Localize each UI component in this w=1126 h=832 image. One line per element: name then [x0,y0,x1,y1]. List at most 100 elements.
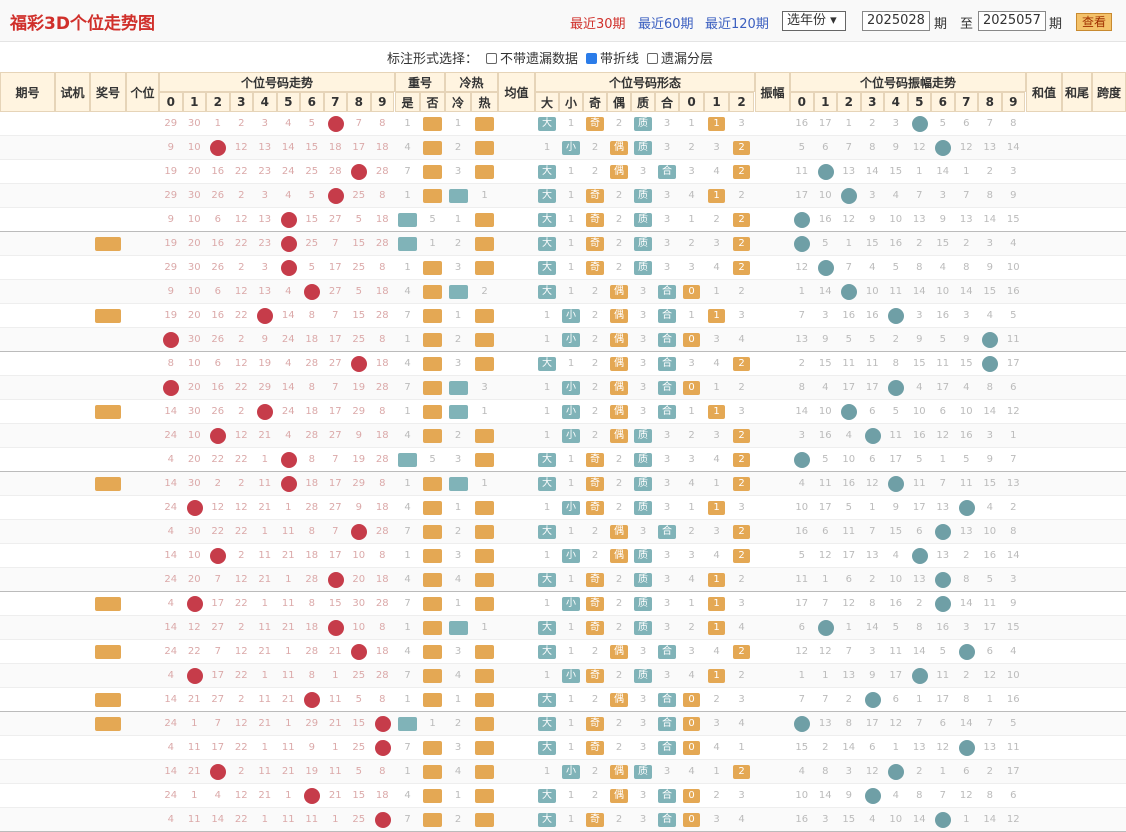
form-prime: 质 [634,573,652,587]
repeat-yes [398,717,417,731]
missing-count: 7 [332,526,339,537]
amp-missing: 12 [936,430,950,441]
prize-cell [90,352,126,375]
missing-count: 13 [258,214,272,225]
hot-miss: 2 [481,286,488,297]
missing-count: 15 [305,214,319,225]
trend-ball [280,476,297,492]
avg-cell [498,352,535,375]
tail-cell [1062,712,1092,735]
missing-count: 22 [234,526,248,537]
missing-count: 28 [375,166,389,177]
missing-count: 12 [234,502,248,513]
col-header-r2: 2 [729,92,754,112]
amp-missing: 13 [912,574,926,585]
amp-missing: 17 [842,550,856,561]
missing-count: 18 [328,142,342,153]
missing-count: 29 [305,718,319,729]
amp-ball [794,212,810,228]
missing-count: 21 [258,574,272,585]
table-row [0,712,1126,736]
from-issue-input[interactable]: 2025028 [862,11,930,31]
table-row [0,352,1126,376]
hot-mark [475,357,494,371]
missing-count: 16 [211,238,225,249]
amp-missing: 16 [842,310,856,321]
amp-ball [982,356,998,372]
amp-cell [755,352,790,375]
r012-miss: 1 [688,406,695,417]
amp-missing: 17 [795,598,809,609]
form-even: 偶 [610,693,628,707]
amp-missing: 16 [912,430,926,441]
amp-ball [958,500,975,516]
missing-count: 1 [191,718,198,729]
r012-miss: 4 [738,718,745,729]
unit-cell [126,400,159,423]
period-60-link[interactable]: 最近60期 [638,17,694,32]
form-big: 大 [538,285,556,299]
amp-ball [794,452,810,468]
form-miss: 1 [567,190,575,201]
year-select[interactable]: 选年份 ▾ [782,11,846,31]
to-issue-input[interactable]: 2025057 [978,11,1046,31]
amp-missing: 15 [912,358,926,369]
avg-cell [498,208,535,231]
repeat-no [423,261,442,275]
r012-mark: 2 [733,525,750,539]
amp-missing: 4 [822,382,829,393]
to-label: 至 [960,17,974,32]
missing-count: 8 [379,622,386,633]
missing-count: 19 [164,166,178,177]
missing-count: 18 [305,550,319,561]
hot-mark [475,429,494,443]
missing-count: 15 [328,598,342,609]
checkbox-polyline[interactable] [586,53,598,64]
missing-count: 9 [167,286,174,297]
missing-count: 9 [167,142,174,153]
r012-mark: 1 [708,597,725,611]
issue-cell [0,472,55,495]
form-prime: 质 [634,237,652,251]
avg-cell [498,304,535,327]
trend-ball [280,236,297,252]
form-miss: 1 [567,454,575,465]
form-comp: 合 [658,813,676,827]
period-30-link[interactable]: 最近30期 [570,17,626,32]
amp-missing: 11 [889,430,903,441]
checkbox-no-missing[interactable] [486,53,498,64]
amp-missing: 16 [1006,694,1020,705]
amp-missing: 8 [869,598,876,609]
checkbox-layered[interactable] [647,53,659,64]
amp-missing: 13 [795,334,809,345]
repeat-yes [398,213,417,227]
repeat-no [423,477,442,491]
missing-count: 20 [187,238,201,249]
issue-cell [0,712,55,735]
sum-cell [1026,280,1062,303]
trial-cell [55,688,90,711]
avg-cell [498,400,535,423]
prize-badge [95,309,121,323]
col-header-digit-6: 6 [300,92,324,112]
form-miss: 2 [615,118,623,129]
amp-missing: 17 [865,382,879,393]
table-row [0,112,1126,136]
amp-missing: 8 [1010,118,1017,129]
form-small: 小 [562,501,580,515]
trial-cell [55,520,90,543]
repeat-miss: 1 [404,694,411,705]
avg-cell [498,544,535,567]
amp-missing: 3 [986,430,993,441]
query-button[interactable]: 查看 [1076,13,1112,31]
amp-missing: 11 [1006,742,1020,753]
missing-count: 20 [187,454,201,465]
tail-cell [1062,232,1092,255]
hot-mark [475,693,494,707]
amp-missing: 3 [845,766,852,777]
tail-cell [1062,448,1092,471]
prize-cell [90,544,126,567]
unit-cell [126,688,159,711]
period-120-link[interactable]: 最近120期 [705,17,769,32]
missing-count: 28 [305,502,319,513]
